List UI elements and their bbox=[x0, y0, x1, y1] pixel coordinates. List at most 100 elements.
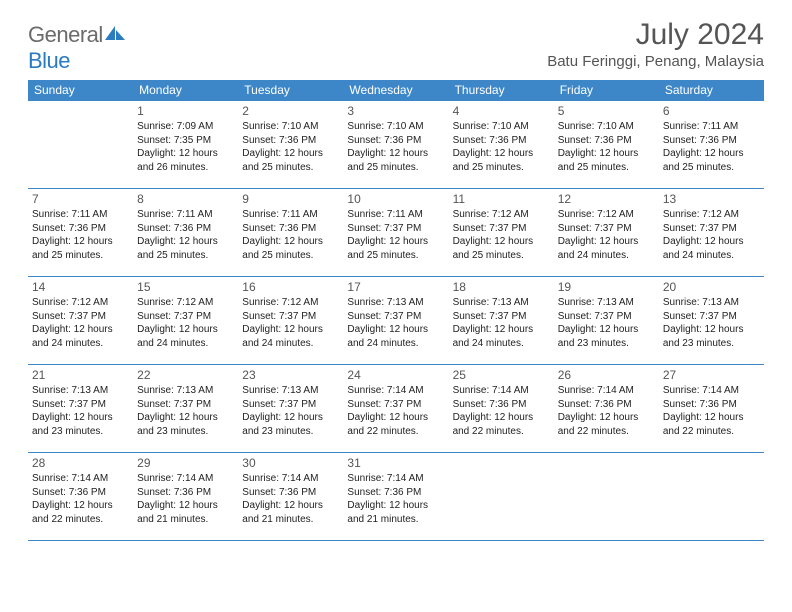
calendar-cell: 24Sunrise: 7:14 AMSunset: 7:37 PMDayligh… bbox=[343, 365, 448, 453]
calendar-row: 28Sunrise: 7:14 AMSunset: 7:36 PMDayligh… bbox=[28, 453, 764, 541]
day-number: 10 bbox=[347, 191, 444, 207]
calendar-cell: 7Sunrise: 7:11 AMSunset: 7:36 PMDaylight… bbox=[28, 189, 133, 277]
calendar-cell: 20Sunrise: 7:13 AMSunset: 7:37 PMDayligh… bbox=[659, 277, 764, 365]
day-number: 1 bbox=[137, 103, 234, 119]
sail-icon bbox=[105, 26, 125, 42]
day-number: 8 bbox=[137, 191, 234, 207]
calendar-row: 14Sunrise: 7:12 AMSunset: 7:37 PMDayligh… bbox=[28, 277, 764, 365]
day-number: 5 bbox=[558, 103, 655, 119]
day-info: Sunrise: 7:14 AMSunset: 7:36 PMDaylight:… bbox=[242, 472, 339, 526]
calendar-cell: 19Sunrise: 7:13 AMSunset: 7:37 PMDayligh… bbox=[554, 277, 659, 365]
day-number: 3 bbox=[347, 103, 444, 119]
day-info: Sunrise: 7:13 AMSunset: 7:37 PMDaylight:… bbox=[453, 296, 550, 350]
day-info: Sunrise: 7:14 AMSunset: 7:36 PMDaylight:… bbox=[347, 472, 444, 526]
day-number: 6 bbox=[663, 103, 760, 119]
calendar-cell bbox=[449, 453, 554, 541]
day-info: Sunrise: 7:13 AMSunset: 7:37 PMDaylight:… bbox=[32, 384, 129, 438]
day-info: Sunrise: 7:09 AMSunset: 7:35 PMDaylight:… bbox=[137, 120, 234, 174]
day-number: 31 bbox=[347, 455, 444, 471]
day-info: Sunrise: 7:14 AMSunset: 7:37 PMDaylight:… bbox=[347, 384, 444, 438]
day-info: Sunrise: 7:14 AMSunset: 7:36 PMDaylight:… bbox=[32, 472, 129, 526]
weekday-header: Sunday bbox=[28, 80, 133, 101]
day-info: Sunrise: 7:10 AMSunset: 7:36 PMDaylight:… bbox=[242, 120, 339, 174]
day-info: Sunrise: 7:10 AMSunset: 7:36 PMDaylight:… bbox=[453, 120, 550, 174]
calendar-table: SundayMondayTuesdayWednesdayThursdayFrid… bbox=[28, 80, 764, 541]
day-info: Sunrise: 7:14 AMSunset: 7:36 PMDaylight:… bbox=[137, 472, 234, 526]
calendar-body: 1Sunrise: 7:09 AMSunset: 7:35 PMDaylight… bbox=[28, 101, 764, 541]
calendar-cell: 8Sunrise: 7:11 AMSunset: 7:36 PMDaylight… bbox=[133, 189, 238, 277]
day-info: Sunrise: 7:11 AMSunset: 7:36 PMDaylight:… bbox=[137, 208, 234, 262]
day-info: Sunrise: 7:10 AMSunset: 7:36 PMDaylight:… bbox=[347, 120, 444, 174]
day-info: Sunrise: 7:11 AMSunset: 7:36 PMDaylight:… bbox=[242, 208, 339, 262]
day-info: Sunrise: 7:12 AMSunset: 7:37 PMDaylight:… bbox=[32, 296, 129, 350]
calendar-cell: 13Sunrise: 7:12 AMSunset: 7:37 PMDayligh… bbox=[659, 189, 764, 277]
month-title: July 2024 bbox=[547, 18, 764, 51]
location-text: Batu Feringgi, Penang, Malaysia bbox=[547, 53, 764, 70]
calendar-cell: 4Sunrise: 7:10 AMSunset: 7:36 PMDaylight… bbox=[449, 101, 554, 189]
brand-logo: GeneralBlue bbox=[28, 22, 125, 74]
brand-text: GeneralBlue bbox=[28, 22, 125, 74]
day-number: 17 bbox=[347, 279, 444, 295]
day-number: 13 bbox=[663, 191, 760, 207]
day-info: Sunrise: 7:14 AMSunset: 7:36 PMDaylight:… bbox=[663, 384, 760, 438]
day-info: Sunrise: 7:11 AMSunset: 7:36 PMDaylight:… bbox=[663, 120, 760, 174]
day-number: 20 bbox=[663, 279, 760, 295]
day-number: 30 bbox=[242, 455, 339, 471]
calendar-cell: 3Sunrise: 7:10 AMSunset: 7:36 PMDaylight… bbox=[343, 101, 448, 189]
calendar-cell: 18Sunrise: 7:13 AMSunset: 7:37 PMDayligh… bbox=[449, 277, 554, 365]
page-header: GeneralBlue July 2024 Batu Feringgi, Pen… bbox=[28, 18, 764, 74]
day-info: Sunrise: 7:13 AMSunset: 7:37 PMDaylight:… bbox=[558, 296, 655, 350]
calendar-cell: 31Sunrise: 7:14 AMSunset: 7:36 PMDayligh… bbox=[343, 453, 448, 541]
brand-part2: Blue bbox=[28, 48, 70, 73]
calendar-cell: 22Sunrise: 7:13 AMSunset: 7:37 PMDayligh… bbox=[133, 365, 238, 453]
day-number: 9 bbox=[242, 191, 339, 207]
day-info: Sunrise: 7:13 AMSunset: 7:37 PMDaylight:… bbox=[347, 296, 444, 350]
calendar-cell: 26Sunrise: 7:14 AMSunset: 7:36 PMDayligh… bbox=[554, 365, 659, 453]
weekday-header: Friday bbox=[554, 80, 659, 101]
calendar-cell: 30Sunrise: 7:14 AMSunset: 7:36 PMDayligh… bbox=[238, 453, 343, 541]
calendar-cell: 23Sunrise: 7:13 AMSunset: 7:37 PMDayligh… bbox=[238, 365, 343, 453]
day-number: 4 bbox=[453, 103, 550, 119]
calendar-cell: 1Sunrise: 7:09 AMSunset: 7:35 PMDaylight… bbox=[133, 101, 238, 189]
day-number: 23 bbox=[242, 367, 339, 383]
calendar-cell: 16Sunrise: 7:12 AMSunset: 7:37 PMDayligh… bbox=[238, 277, 343, 365]
calendar-cell: 21Sunrise: 7:13 AMSunset: 7:37 PMDayligh… bbox=[28, 365, 133, 453]
day-number: 22 bbox=[137, 367, 234, 383]
calendar-cell: 15Sunrise: 7:12 AMSunset: 7:37 PMDayligh… bbox=[133, 277, 238, 365]
calendar-page: GeneralBlue July 2024 Batu Feringgi, Pen… bbox=[0, 0, 792, 551]
day-number: 21 bbox=[32, 367, 129, 383]
calendar-cell bbox=[659, 453, 764, 541]
calendar-cell: 12Sunrise: 7:12 AMSunset: 7:37 PMDayligh… bbox=[554, 189, 659, 277]
day-info: Sunrise: 7:13 AMSunset: 7:37 PMDaylight:… bbox=[242, 384, 339, 438]
weekday-header: Thursday bbox=[449, 80, 554, 101]
day-number: 19 bbox=[558, 279, 655, 295]
day-number: 28 bbox=[32, 455, 129, 471]
day-number: 12 bbox=[558, 191, 655, 207]
calendar-cell: 29Sunrise: 7:14 AMSunset: 7:36 PMDayligh… bbox=[133, 453, 238, 541]
calendar-cell: 25Sunrise: 7:14 AMSunset: 7:36 PMDayligh… bbox=[449, 365, 554, 453]
calendar-cell bbox=[554, 453, 659, 541]
day-number: 11 bbox=[453, 191, 550, 207]
weekday-header: Saturday bbox=[659, 80, 764, 101]
day-number: 24 bbox=[347, 367, 444, 383]
calendar-row: 21Sunrise: 7:13 AMSunset: 7:37 PMDayligh… bbox=[28, 365, 764, 453]
day-number: 7 bbox=[32, 191, 129, 207]
calendar-cell: 17Sunrise: 7:13 AMSunset: 7:37 PMDayligh… bbox=[343, 277, 448, 365]
day-info: Sunrise: 7:12 AMSunset: 7:37 PMDaylight:… bbox=[558, 208, 655, 262]
day-number: 15 bbox=[137, 279, 234, 295]
calendar-cell: 28Sunrise: 7:14 AMSunset: 7:36 PMDayligh… bbox=[28, 453, 133, 541]
weekday-header: Monday bbox=[133, 80, 238, 101]
weekday-header: Wednesday bbox=[343, 80, 448, 101]
title-block: July 2024 Batu Feringgi, Penang, Malaysi… bbox=[547, 18, 764, 70]
day-number: 27 bbox=[663, 367, 760, 383]
day-number: 18 bbox=[453, 279, 550, 295]
day-number: 26 bbox=[558, 367, 655, 383]
calendar-cell: 10Sunrise: 7:11 AMSunset: 7:37 PMDayligh… bbox=[343, 189, 448, 277]
day-info: Sunrise: 7:11 AMSunset: 7:36 PMDaylight:… bbox=[32, 208, 129, 262]
calendar-cell: 9Sunrise: 7:11 AMSunset: 7:36 PMDaylight… bbox=[238, 189, 343, 277]
calendar-row: 1Sunrise: 7:09 AMSunset: 7:35 PMDaylight… bbox=[28, 101, 764, 189]
calendar-cell bbox=[28, 101, 133, 189]
day-info: Sunrise: 7:12 AMSunset: 7:37 PMDaylight:… bbox=[453, 208, 550, 262]
day-number: 25 bbox=[453, 367, 550, 383]
calendar-cell: 14Sunrise: 7:12 AMSunset: 7:37 PMDayligh… bbox=[28, 277, 133, 365]
